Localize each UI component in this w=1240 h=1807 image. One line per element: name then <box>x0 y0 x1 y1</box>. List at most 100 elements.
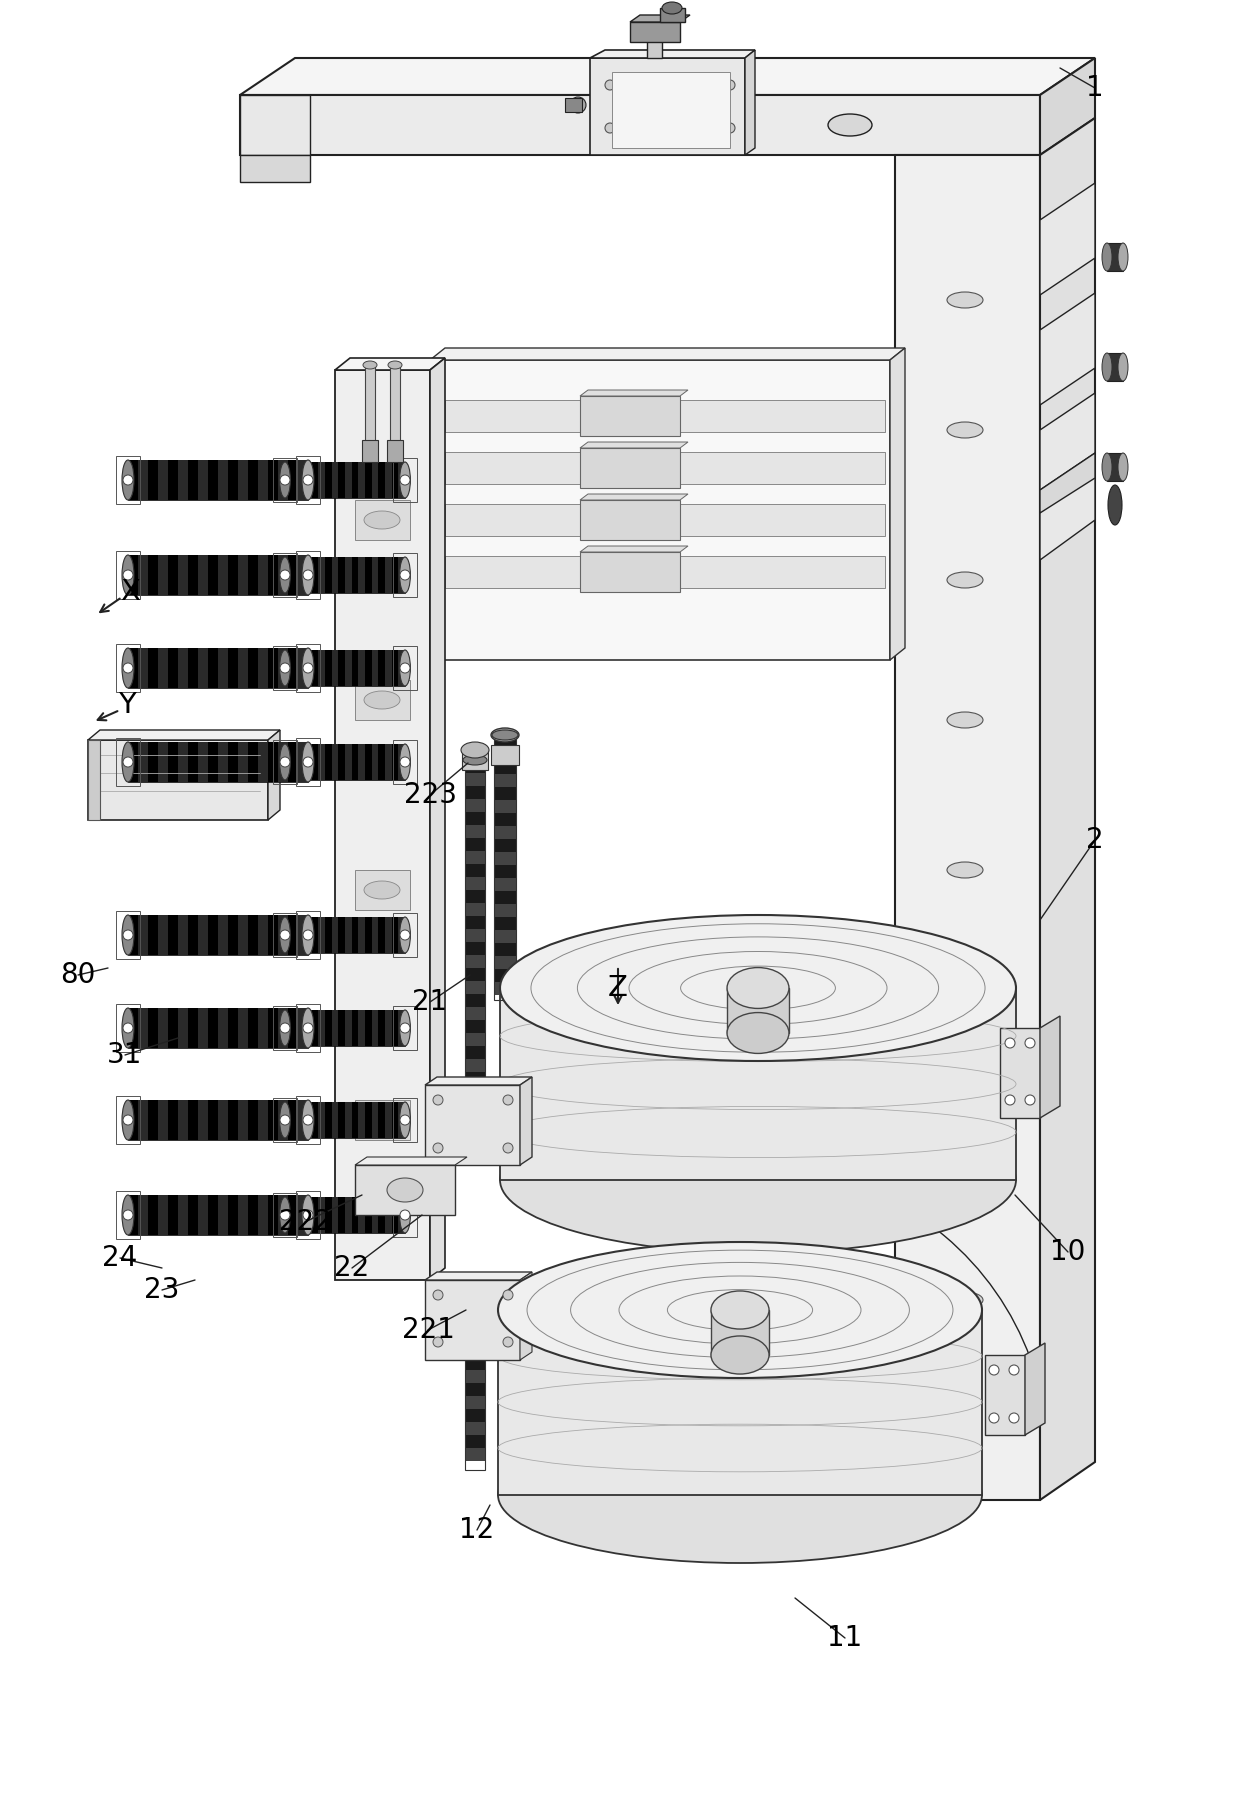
Polygon shape <box>465 761 485 773</box>
Polygon shape <box>890 349 905 660</box>
Polygon shape <box>494 813 516 826</box>
Polygon shape <box>285 463 405 499</box>
Ellipse shape <box>279 557 290 593</box>
Text: 222: 222 <box>279 1209 331 1236</box>
Polygon shape <box>365 1010 372 1046</box>
Polygon shape <box>465 929 485 941</box>
Polygon shape <box>465 838 485 851</box>
Polygon shape <box>291 557 299 593</box>
Polygon shape <box>494 981 516 996</box>
Polygon shape <box>580 396 680 435</box>
Polygon shape <box>138 1100 148 1140</box>
Text: 11: 11 <box>827 1624 863 1652</box>
Polygon shape <box>362 439 378 463</box>
Polygon shape <box>291 1102 299 1138</box>
Polygon shape <box>325 651 331 687</box>
Polygon shape <box>335 370 430 1279</box>
Polygon shape <box>630 14 689 22</box>
Ellipse shape <box>401 931 410 940</box>
Text: 221: 221 <box>402 1315 454 1344</box>
Polygon shape <box>311 1010 319 1046</box>
Polygon shape <box>228 743 238 782</box>
Polygon shape <box>248 914 258 956</box>
Polygon shape <box>465 851 485 864</box>
Polygon shape <box>299 1010 305 1046</box>
Polygon shape <box>311 651 319 687</box>
Polygon shape <box>258 1100 268 1140</box>
Ellipse shape <box>399 1196 410 1232</box>
Polygon shape <box>157 1008 167 1048</box>
Polygon shape <box>258 649 268 688</box>
Polygon shape <box>325 1196 331 1232</box>
Polygon shape <box>613 72 730 148</box>
Polygon shape <box>392 1010 398 1046</box>
Polygon shape <box>580 390 688 396</box>
Polygon shape <box>285 1102 405 1138</box>
Polygon shape <box>218 1100 228 1140</box>
Polygon shape <box>268 730 280 820</box>
Ellipse shape <box>123 475 133 484</box>
Polygon shape <box>128 1194 308 1234</box>
Polygon shape <box>179 555 188 595</box>
Text: 21: 21 <box>413 988 448 1016</box>
Polygon shape <box>228 649 238 688</box>
Ellipse shape <box>947 293 983 307</box>
Polygon shape <box>305 1010 311 1046</box>
Polygon shape <box>325 557 331 593</box>
Ellipse shape <box>280 663 290 672</box>
Polygon shape <box>299 1102 305 1138</box>
Polygon shape <box>179 1100 188 1140</box>
Ellipse shape <box>947 1292 983 1308</box>
Ellipse shape <box>503 1290 513 1299</box>
Polygon shape <box>238 743 248 782</box>
Polygon shape <box>745 51 755 155</box>
Polygon shape <box>128 914 308 956</box>
Polygon shape <box>167 914 179 956</box>
Text: 10: 10 <box>1050 1238 1086 1267</box>
Polygon shape <box>319 1196 325 1232</box>
Polygon shape <box>238 649 248 688</box>
Polygon shape <box>291 651 299 687</box>
Polygon shape <box>319 1102 325 1138</box>
Polygon shape <box>1040 183 1095 295</box>
Polygon shape <box>299 916 305 952</box>
Polygon shape <box>1040 454 1095 560</box>
Ellipse shape <box>123 1115 133 1126</box>
Polygon shape <box>352 557 358 593</box>
Polygon shape <box>465 786 485 799</box>
Polygon shape <box>580 493 688 501</box>
Polygon shape <box>494 904 516 916</box>
Polygon shape <box>355 679 410 719</box>
Ellipse shape <box>463 1299 487 1310</box>
Polygon shape <box>331 557 339 593</box>
Polygon shape <box>288 461 298 501</box>
Polygon shape <box>465 773 485 786</box>
Polygon shape <box>305 651 311 687</box>
Polygon shape <box>355 869 410 911</box>
Polygon shape <box>241 96 1040 155</box>
Polygon shape <box>1025 1343 1045 1435</box>
Polygon shape <box>372 463 378 499</box>
Ellipse shape <box>303 1008 314 1048</box>
Ellipse shape <box>279 1102 290 1138</box>
Ellipse shape <box>303 1023 312 1034</box>
Ellipse shape <box>605 123 615 134</box>
Polygon shape <box>520 1272 532 1361</box>
Polygon shape <box>325 744 331 781</box>
Polygon shape <box>365 1102 372 1138</box>
Polygon shape <box>298 1008 308 1048</box>
Polygon shape <box>580 448 680 488</box>
Polygon shape <box>378 744 384 781</box>
Ellipse shape <box>399 463 410 499</box>
Polygon shape <box>148 1194 157 1234</box>
Polygon shape <box>325 463 331 499</box>
Polygon shape <box>494 735 516 748</box>
Polygon shape <box>128 649 308 688</box>
Polygon shape <box>430 349 905 360</box>
Polygon shape <box>430 360 890 660</box>
Polygon shape <box>425 1272 532 1279</box>
Polygon shape <box>465 1305 485 1317</box>
Ellipse shape <box>1004 1037 1016 1048</box>
Polygon shape <box>465 956 485 969</box>
Polygon shape <box>465 1006 485 1019</box>
